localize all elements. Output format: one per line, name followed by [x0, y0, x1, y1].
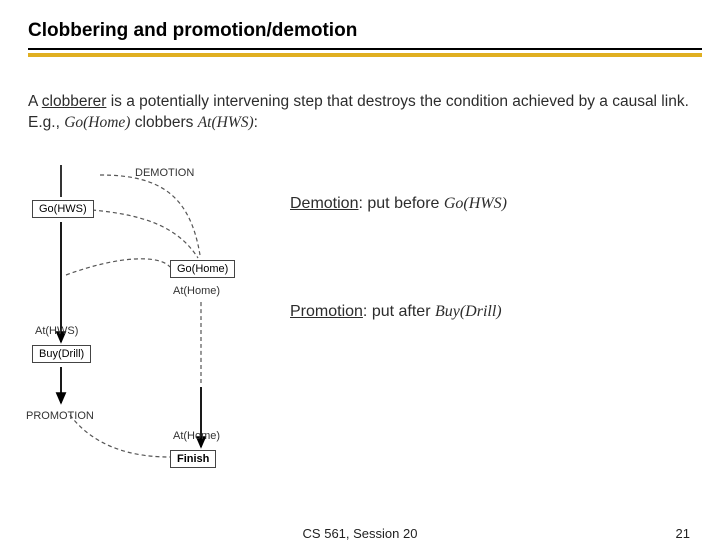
- promotion-text: : put after: [363, 303, 435, 320]
- label-at-home-post: At(Home): [173, 285, 220, 297]
- title-underline: [28, 48, 702, 58]
- footer-center: CS 561, Session 20: [0, 526, 720, 540]
- node-go-home: Go(Home): [170, 260, 235, 278]
- label-at-hws: At(HWS): [35, 325, 78, 337]
- at-hws-expr: At(HWS): [198, 114, 254, 131]
- intro-paragraph: A clobberer is a potentially intervening…: [28, 92, 692, 134]
- para-suffix: :: [254, 114, 258, 131]
- clobber-diagram: Go(HWS) At(HWS) Buy(Drill) Go(Home) At(H…: [20, 155, 270, 485]
- label-promotion: PROMOTION: [26, 410, 94, 422]
- demotion-row: Demotion: put before Go(HWS): [290, 195, 690, 213]
- demotion-text: : put before: [358, 195, 443, 212]
- para-mid2: clobbers: [130, 114, 197, 131]
- demotion-arg: Go(HWS): [444, 195, 507, 212]
- page-title: Clobbering and promotion/demotion: [28, 20, 357, 42]
- para-prefix: A: [28, 93, 42, 110]
- label-at-home-pre: At(Home): [173, 430, 220, 442]
- node-go-hws: Go(HWS): [32, 200, 94, 218]
- promotion-row: Promotion: put after Buy(Drill): [290, 303, 690, 321]
- promotion-label: Promotion: [290, 303, 363, 320]
- node-finish: Finish: [170, 450, 216, 468]
- demotion-label: Demotion: [290, 195, 358, 212]
- go-home-expr: Go(Home): [64, 114, 130, 131]
- term-clobberer: clobberer: [42, 93, 107, 110]
- annotations: Demotion: put before Go(HWS) Promotion: …: [290, 195, 690, 411]
- promotion-arg: Buy(Drill): [435, 303, 502, 320]
- page-number: 21: [676, 526, 690, 540]
- node-buy-drill: Buy(Drill): [32, 345, 91, 363]
- label-demotion: DEMOTION: [135, 167, 194, 179]
